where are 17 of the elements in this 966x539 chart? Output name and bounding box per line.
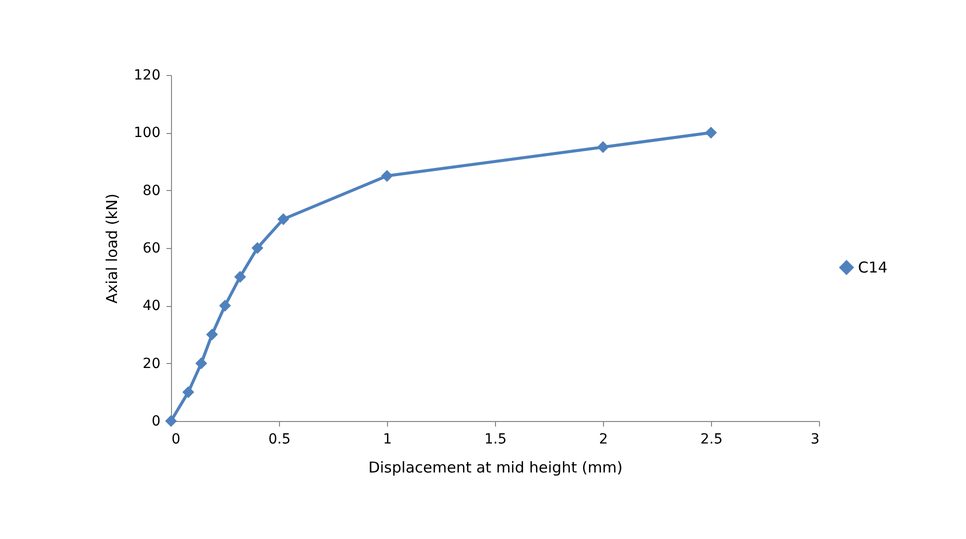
x-tick-label: 1 bbox=[383, 432, 392, 448]
x-axis-title: Displacement at mid height (mm) bbox=[368, 458, 623, 476]
x-tick-label: 2.5 bbox=[700, 432, 723, 448]
y-tick-label: 40 bbox=[142, 298, 160, 314]
legend-label: C14 bbox=[858, 258, 888, 276]
x-tick-label: 2 bbox=[599, 432, 608, 448]
x-tick-label: 0 bbox=[172, 432, 180, 448]
y-tick-label: 20 bbox=[142, 356, 160, 372]
y-tick-label: 0 bbox=[152, 414, 160, 430]
y-tick-label: 100 bbox=[134, 125, 160, 142]
x-tick-label: 3 bbox=[810, 432, 820, 448]
y-tick-label: 60 bbox=[142, 240, 160, 256]
y-axis-title: Axial load (kN) bbox=[102, 194, 121, 304]
x-tick-label: 0.5 bbox=[268, 432, 291, 448]
y-tick-label: 80 bbox=[142, 182, 160, 199]
x-tick-label: 1.5 bbox=[484, 432, 507, 448]
y-tick-label: 120 bbox=[134, 68, 160, 84]
